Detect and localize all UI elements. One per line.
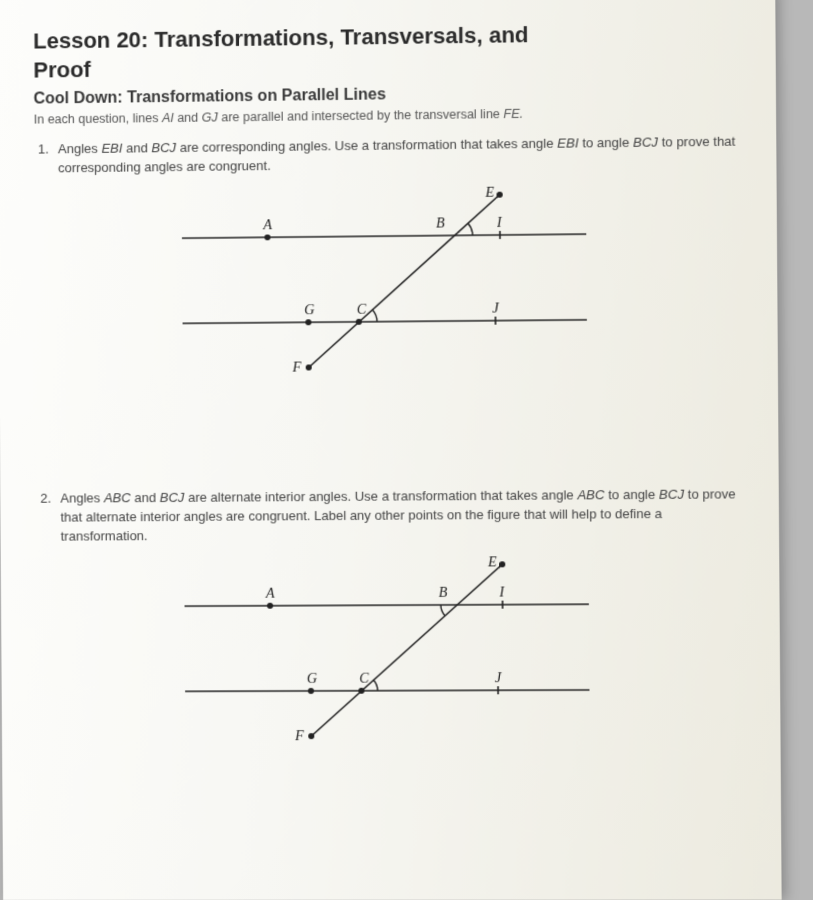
intro-var-AI: AI (162, 111, 174, 125)
intro-var-FE: FE. (503, 107, 523, 121)
svg-text:G: G (307, 672, 317, 687)
lesson-title: Lesson 20: Transformations, Transversals… (33, 18, 735, 84)
intro-part: are parallel and intersected by the tran… (218, 107, 504, 124)
intro-var-GJ: GJ (202, 111, 218, 125)
svg-text:C: C (359, 672, 369, 687)
q1-angle-EBI: EBI (101, 141, 122, 156)
q2-text: Angles (60, 490, 104, 505)
question-1: 1.Angles EBI and BCJ are corresponding a… (58, 133, 736, 178)
spacer (36, 425, 738, 490)
q2-angle-ABC: ABC (577, 487, 604, 502)
q2-angle-ABC: ABC (104, 490, 131, 505)
svg-text:G: G (304, 303, 314, 318)
svg-text:J: J (492, 301, 499, 316)
question-2: 2.Angles ABC and BCJ are alternate inter… (60, 485, 738, 546)
svg-text:J: J (495, 672, 502, 687)
q2-angle-BCJ: BCJ (160, 490, 185, 505)
q2-text: and (131, 490, 160, 505)
intro-text: In each question, lines AI and GJ are pa… (34, 104, 736, 126)
q2-number: 2. (40, 489, 60, 508)
intro-part: In each question, lines (34, 111, 162, 127)
q1-angle-EBI: EBI (557, 136, 578, 151)
svg-text:E: E (487, 556, 497, 571)
svg-text:A: A (262, 218, 272, 233)
svg-text:B: B (436, 216, 445, 231)
svg-text:E: E (484, 186, 494, 201)
worksheet-page: Lesson 20: Transformations, Transversals… (0, 0, 782, 900)
svg-text:I: I (498, 586, 505, 601)
title-line-2: Proof (33, 56, 91, 82)
svg-text:F: F (292, 360, 302, 375)
q1-angle-BCJ: BCJ (633, 135, 658, 150)
title-line-1: Lesson 20: Transformations, Transversals… (33, 22, 529, 54)
intro-part: and (174, 111, 202, 125)
q2-text: are alternate interior angles. Use a tra… (184, 487, 577, 505)
diagram-2: A B IE G C J F (124, 549, 651, 762)
svg-text:B: B (439, 586, 448, 601)
q1-text: to angle (578, 135, 633, 151)
q1-angle-BCJ: BCJ (151, 140, 176, 155)
figure-1: A B IE G C J F (121, 178, 648, 399)
q1-number: 1. (38, 141, 58, 160)
svg-text:F: F (294, 730, 304, 745)
svg-text:C: C (357, 303, 367, 318)
diagram-1: A B IE G C J F (121, 178, 648, 394)
figure-2: A B IE G C J F (124, 549, 651, 767)
q2-angle-BCJ: BCJ (659, 487, 684, 502)
q1-text: are corresponding angles. Use a transfor… (176, 136, 557, 155)
svg-text:A: A (265, 587, 275, 602)
svg-text:I: I (496, 216, 503, 231)
q1-text: and (122, 140, 151, 155)
q1-text: Angles (58, 141, 102, 157)
q2-text: to angle (604, 487, 659, 502)
